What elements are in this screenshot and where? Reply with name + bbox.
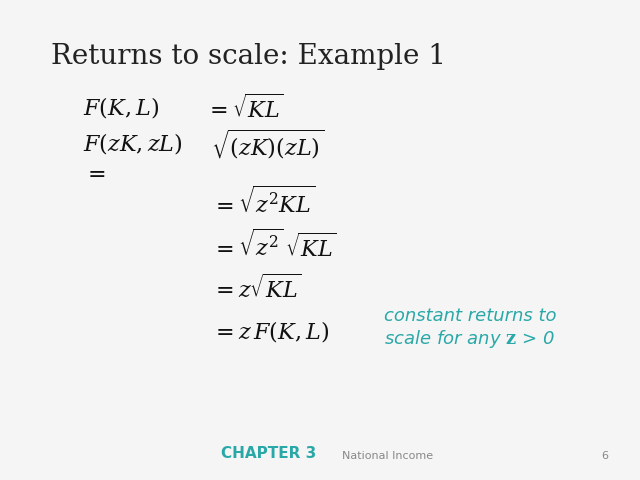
Text: National Income: National Income	[342, 451, 433, 461]
Text: $= z\sqrt{KL}$: $= z\sqrt{KL}$	[211, 274, 302, 302]
Text: $= \sqrt{z^2 KL}$: $= \sqrt{z^2 KL}$	[211, 186, 316, 217]
Text: $=$: $=$	[83, 163, 106, 183]
Text: 6: 6	[601, 451, 608, 461]
Text: CHAPTER 3: CHAPTER 3	[221, 446, 316, 461]
Text: constant returns to
scale for any $\mathbf{z}$ > 0: constant returns to scale for any $\math…	[384, 307, 557, 350]
Text: $F(K,L)$: $F(K,L)$	[83, 96, 159, 120]
Text: $\sqrt{(zK)(zL)}$: $\sqrt{(zK)(zL)}$	[211, 127, 324, 161]
Text: Returns to scale: Example 1: Returns to scale: Example 1	[51, 43, 446, 70]
Text: $= z\,F(K,L)$: $= z\,F(K,L)$	[211, 319, 330, 344]
Text: $= \sqrt{z^2}\,\sqrt{KL}$: $= \sqrt{z^2}\,\sqrt{KL}$	[211, 228, 337, 261]
Text: $F(zK,zL)$: $F(zK,zL)$	[83, 132, 183, 156]
Text: $= \sqrt{KL}$: $= \sqrt{KL}$	[205, 94, 284, 122]
